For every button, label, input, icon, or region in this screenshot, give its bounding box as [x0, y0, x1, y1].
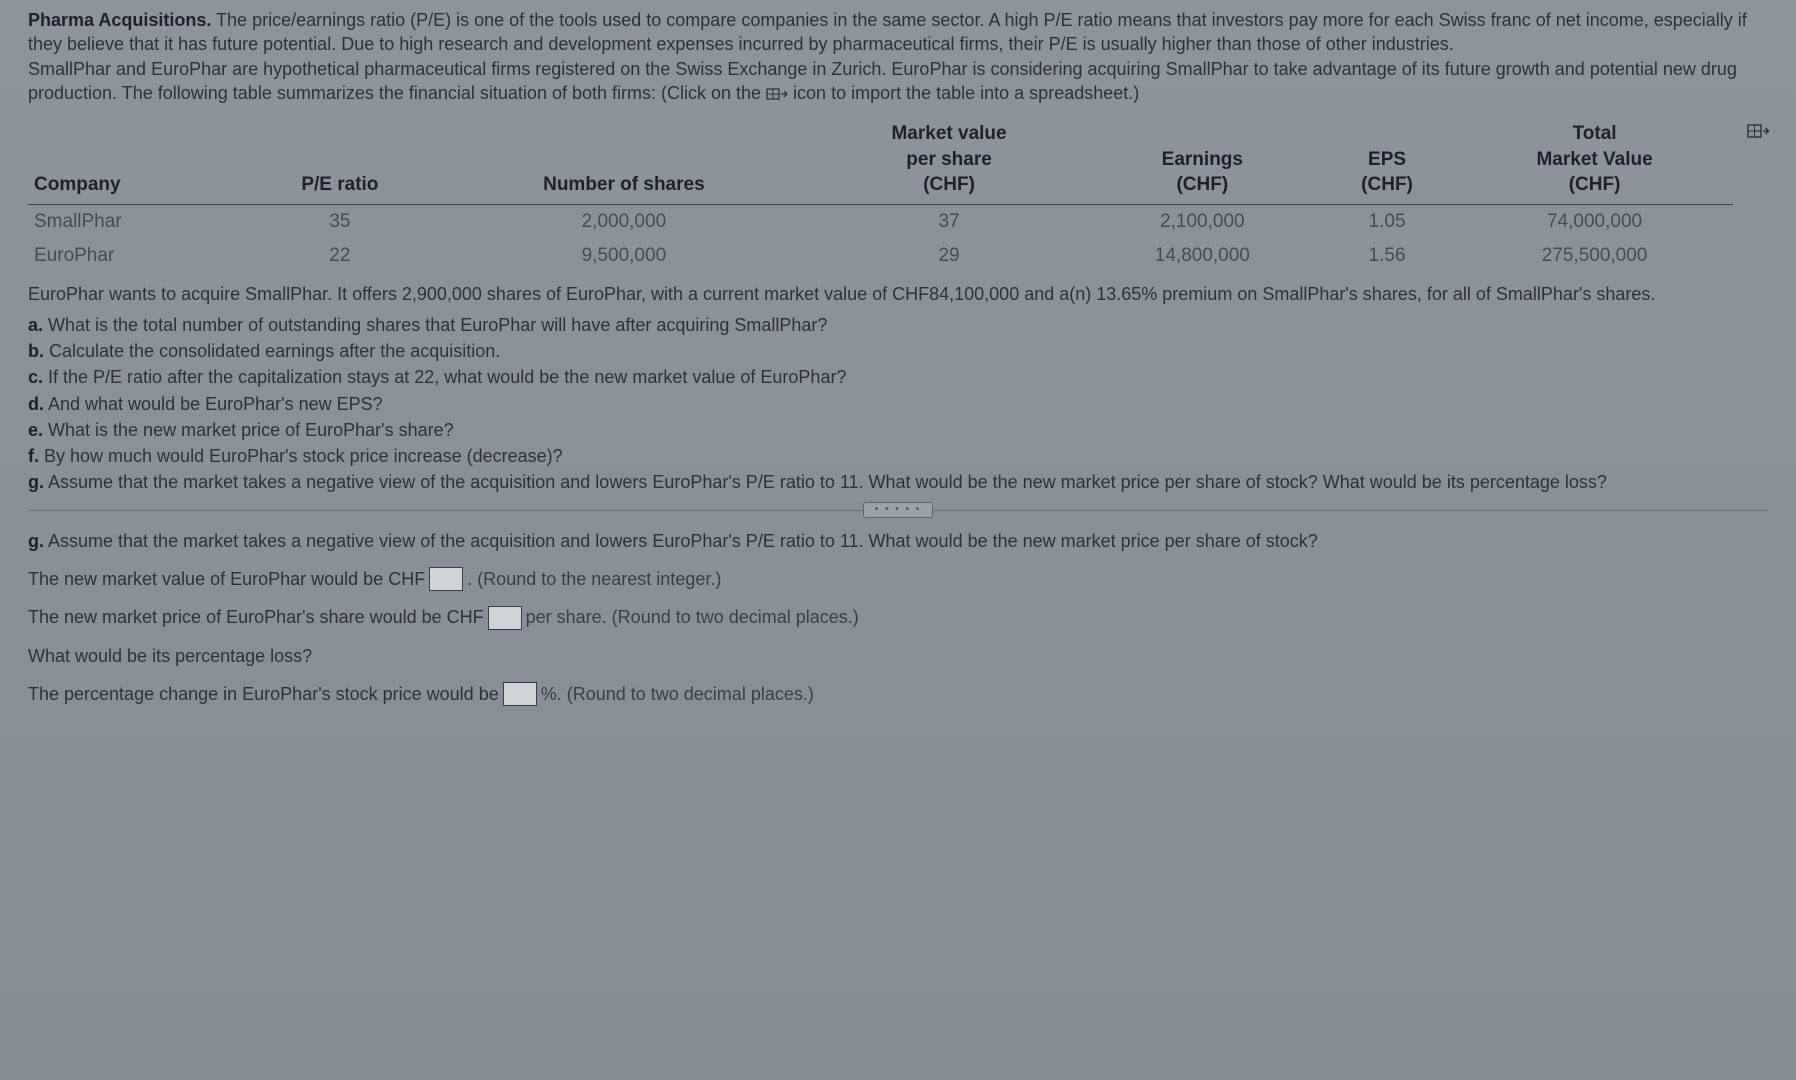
import-icon-inline[interactable] [766, 86, 788, 102]
intro-p2b: icon to import the table into a spreadsh… [793, 83, 1139, 103]
cell-tmv: 275,500,000 [1456, 239, 1733, 273]
percentage-change-input[interactable] [503, 682, 537, 706]
col-tmv-l2: Market Value [1536, 149, 1652, 170]
col-company: Company [28, 119, 244, 204]
q-f-b: f. [28, 446, 39, 466]
col-mvps-l1: Market value [891, 123, 1006, 144]
q-g: Assume that the market takes a negative … [44, 472, 1607, 492]
col-eps-l1: EPS [1368, 149, 1406, 170]
q-f: By how much would EuroPhar's stock price… [39, 446, 563, 466]
active-q-b: g. [28, 531, 44, 551]
q-a-b: a. [28, 315, 43, 335]
cell-pe: 22 [244, 239, 437, 273]
q-e-b: e. [28, 420, 43, 440]
q-e: What is the new market price of EuroPhar… [43, 420, 454, 440]
mv-hint: . (Round to the nearest integer.) [467, 567, 721, 591]
q-g-b: g. [28, 472, 44, 492]
collapse-handle[interactable]: • • • • • [863, 502, 933, 518]
offer-text: EuroPhar wants to acquire SmallPhar. It … [28, 282, 1768, 306]
col-earnings: Earnings (CHF) [1087, 119, 1319, 204]
cell-mvps: 37 [812, 205, 1087, 239]
mp-pre: The new market price of EuroPhar's share… [28, 605, 484, 629]
q-b-b: b. [28, 341, 44, 361]
cell-mvps: 29 [812, 239, 1087, 273]
cell-eps: 1.56 [1318, 239, 1456, 273]
market-value-input[interactable] [429, 567, 463, 591]
table-row: SmallPhar 35 2,000,000 37 2,100,000 1.05… [28, 205, 1733, 239]
answer-market-value: The new market value of EuroPhar would b… [28, 567, 1768, 591]
cell-company: EuroPhar [28, 239, 244, 273]
market-price-input[interactable] [488, 606, 522, 630]
cell-earn: 2,100,000 [1087, 205, 1319, 239]
col-eps-l2: (CHF) [1361, 174, 1413, 195]
q-d: And what would be EuroPhar's new EPS? [44, 394, 383, 414]
col-pe: P/E ratio [244, 119, 437, 204]
question-panel: Pharma Acquisitions. The price/earnings … [0, 0, 1796, 1080]
col-tmv-l1: Total [1573, 123, 1617, 144]
col-mvps-l2: per share [906, 149, 992, 170]
data-table-wrap: Company P/E ratio Number of shares Marke… [28, 119, 1768, 272]
cell-shares: 9,500,000 [436, 239, 811, 273]
q-c: If the P/E ratio after the capitalizatio… [43, 367, 846, 387]
answer-percentage-change: The percentage change in EuroPhar's stoc… [28, 682, 1768, 706]
q-b: Calculate the consolidated earnings afte… [44, 341, 500, 361]
col-tmv: Total Market Value (CHF) [1456, 119, 1733, 204]
col-mvps: Market value per share (CHF) [812, 119, 1087, 204]
pct-pre: The percentage change in EuroPhar's stoc… [28, 682, 499, 706]
import-table-icon[interactable] [1746, 121, 1770, 147]
intro-text: Pharma Acquisitions. The price/earnings … [28, 8, 1768, 105]
q-c-b: c. [28, 367, 43, 387]
col-earn-l1: Earnings [1162, 149, 1243, 170]
pl-q: What would be its percentage loss? [28, 644, 312, 668]
q-d-b: d. [28, 394, 44, 414]
cell-eps: 1.05 [1318, 205, 1456, 239]
active-question: g. Assume that the market takes a negati… [28, 529, 1768, 553]
percentage-loss-question: What would be its percentage loss? [28, 644, 1768, 668]
question-list: a. What is the total number of outstandi… [28, 313, 1768, 495]
intro-p1: The price/earnings ratio (P/E) is one of… [28, 10, 1747, 54]
col-tmv-l3: (CHF) [1569, 174, 1621, 195]
cell-earn: 14,800,000 [1087, 239, 1319, 273]
cell-company: SmallPhar [28, 205, 244, 239]
financial-table: Company P/E ratio Number of shares Marke… [28, 119, 1733, 272]
q-a: What is the total number of outstanding … [43, 315, 827, 335]
table-header-row: Company P/E ratio Number of shares Marke… [28, 119, 1733, 204]
active-q-text: Assume that the market takes a negative … [44, 531, 1318, 551]
cell-tmv: 74,000,000 [1456, 205, 1733, 239]
pct-post: %. (Round to two decimal places.) [541, 682, 814, 706]
col-earn-l2: (CHF) [1176, 174, 1228, 195]
answer-market-price: The new market price of EuroPhar's share… [28, 605, 1768, 629]
mp-post: per share. (Round to two decimal places.… [526, 605, 859, 629]
intro-lead: Pharma Acquisitions. [28, 10, 211, 30]
table-row: EuroPhar 22 9,500,000 29 14,800,000 1.56… [28, 239, 1733, 273]
col-shares: Number of shares [436, 119, 811, 204]
mv-pre: The new market value of EuroPhar would b… [28, 567, 425, 591]
cell-shares: 2,000,000 [436, 205, 811, 239]
cell-pe: 35 [244, 205, 437, 239]
col-mvps-l3: (CHF) [923, 174, 975, 195]
col-eps: EPS (CHF) [1318, 119, 1456, 204]
section-divider: • • • • • [28, 501, 1768, 519]
